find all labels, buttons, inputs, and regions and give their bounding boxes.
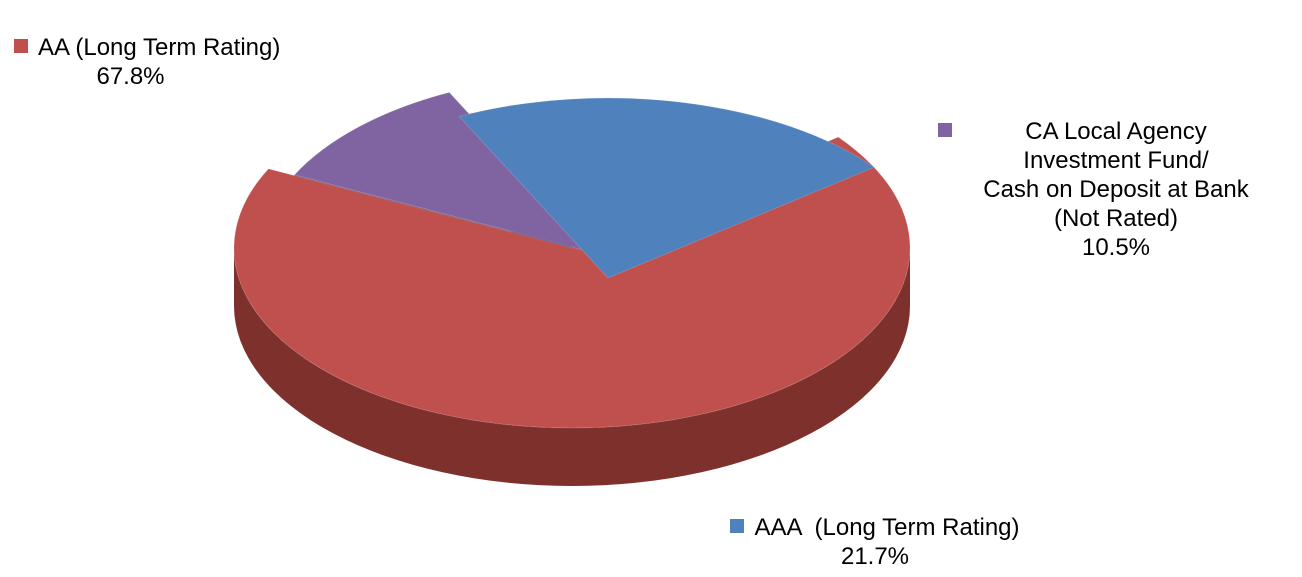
label-aa: AA (Long Term Rating) 67.8%	[14, 33, 359, 91]
label-aa-value: 67.8%	[96, 63, 165, 90]
label-ca-laif-value: 10.5%	[1081, 234, 1151, 261]
label-aaa-value: 21.7%	[840, 543, 910, 570]
label-ca-laif: CA Local Agency Investment Fund/ Cash on…	[930, 117, 1302, 262]
pie-slice-wall	[234, 248, 910, 486]
pie-slice	[458, 97, 876, 279]
pie-slice	[293, 91, 600, 255]
legend-key-ca-laif	[938, 123, 952, 137]
label-aaa-name: AAA (Long Term Rating)	[754, 514, 1020, 541]
label-ca-laif-name: CA Local Agency Investment Fund/ Cash on…	[983, 118, 1249, 232]
label-aa-name: AA (Long Term Rating)	[38, 34, 281, 61]
label-aaa: AAA (Long Term Rating) 21.7%	[685, 513, 1065, 571]
legend-key-aaa	[730, 519, 745, 533]
pie-tops	[233, 91, 911, 429]
legend-key-aa	[14, 39, 28, 53]
